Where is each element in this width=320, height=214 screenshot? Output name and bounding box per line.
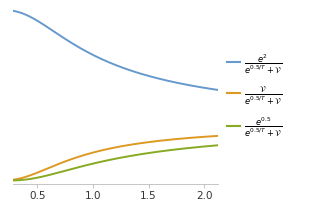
Legend: $\dfrac{e^{2}}{e^{0.5/T}+\mathcal{V}}$, $\dfrac{\mathcal{V}}{e^{0.5/T}+\mathcal{: $\dfrac{e^{2}}{e^{0.5/T}+\mathcal{V}}$, … <box>224 49 286 142</box>
